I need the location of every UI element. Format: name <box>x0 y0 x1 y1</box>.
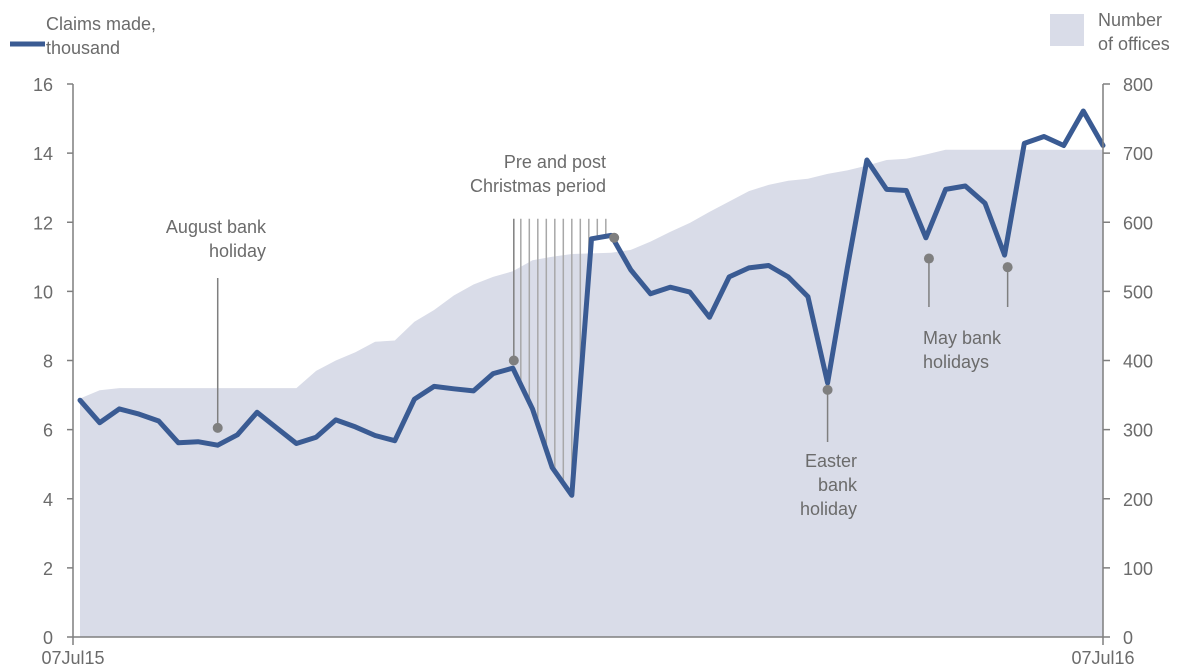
right-y-ticks: 0 100 200 300 400 500 600 700 800 <box>1103 75 1153 648</box>
right-tick-label: 100 <box>1123 559 1153 579</box>
right-tick-label: 0 <box>1123 628 1133 648</box>
right-tick-label: 300 <box>1123 421 1153 441</box>
left-tick-label: 8 <box>43 352 53 372</box>
may-holidays-label-2: holidays <box>923 352 989 372</box>
annotations: August bank holiday Pre and post Christm… <box>166 152 1013 519</box>
august-holiday-marker <box>212 422 223 433</box>
x-tick-start: 07Jul15 <box>41 648 104 668</box>
left-tick-label: 14 <box>33 144 53 164</box>
right-tick-label: 600 <box>1123 213 1153 233</box>
left-tick-label: 6 <box>43 421 53 441</box>
left-tick-label: 16 <box>33 75 53 95</box>
easter-holiday-label-2: bank <box>818 475 858 495</box>
christmas-marker-start <box>508 355 519 366</box>
left-tick-label: 4 <box>43 490 53 510</box>
august-holiday-label-2: holiday <box>209 241 266 261</box>
right-tick-label: 800 <box>1123 75 1153 95</box>
legend-claims-label-2: thousand <box>46 38 120 58</box>
easter-holiday-label-1: Easter <box>805 451 857 471</box>
may-holiday-marker-1 <box>923 253 934 264</box>
legend-offices-label-2: of offices <box>1098 34 1170 54</box>
left-tick-label: 10 <box>33 282 53 302</box>
left-tick-label: 12 <box>33 213 53 233</box>
christmas-marker-end <box>609 232 620 243</box>
right-tick-label: 200 <box>1123 490 1153 510</box>
christmas-period-label-1: Pre and post <box>504 152 606 172</box>
legend-area-swatch <box>1050 14 1084 46</box>
easter-holiday-marker <box>822 384 833 395</box>
left-tick-label: 2 <box>43 559 53 579</box>
christmas-period-label-2: Christmas period <box>470 176 606 196</box>
legend-claims-label-1: Claims made, <box>46 14 156 34</box>
right-tick-label: 700 <box>1123 144 1153 164</box>
easter-holiday-label-3: holiday <box>800 499 857 519</box>
may-holiday-marker-2 <box>1002 262 1013 273</box>
august-holiday-label-1: August bank <box>166 217 267 237</box>
left-y-ticks: 0 2 4 6 8 10 12 14 16 <box>33 75 73 648</box>
legend-offices-label-1: Number <box>1098 10 1162 30</box>
right-tick-label: 400 <box>1123 352 1153 372</box>
x-tick-end: 07Jul16 <box>1071 648 1134 668</box>
left-tick-label: 0 <box>43 628 53 648</box>
may-holidays-label-1: May bank <box>923 328 1002 348</box>
claims-line-series <box>77 108 1106 498</box>
right-tick-label: 500 <box>1123 282 1153 302</box>
